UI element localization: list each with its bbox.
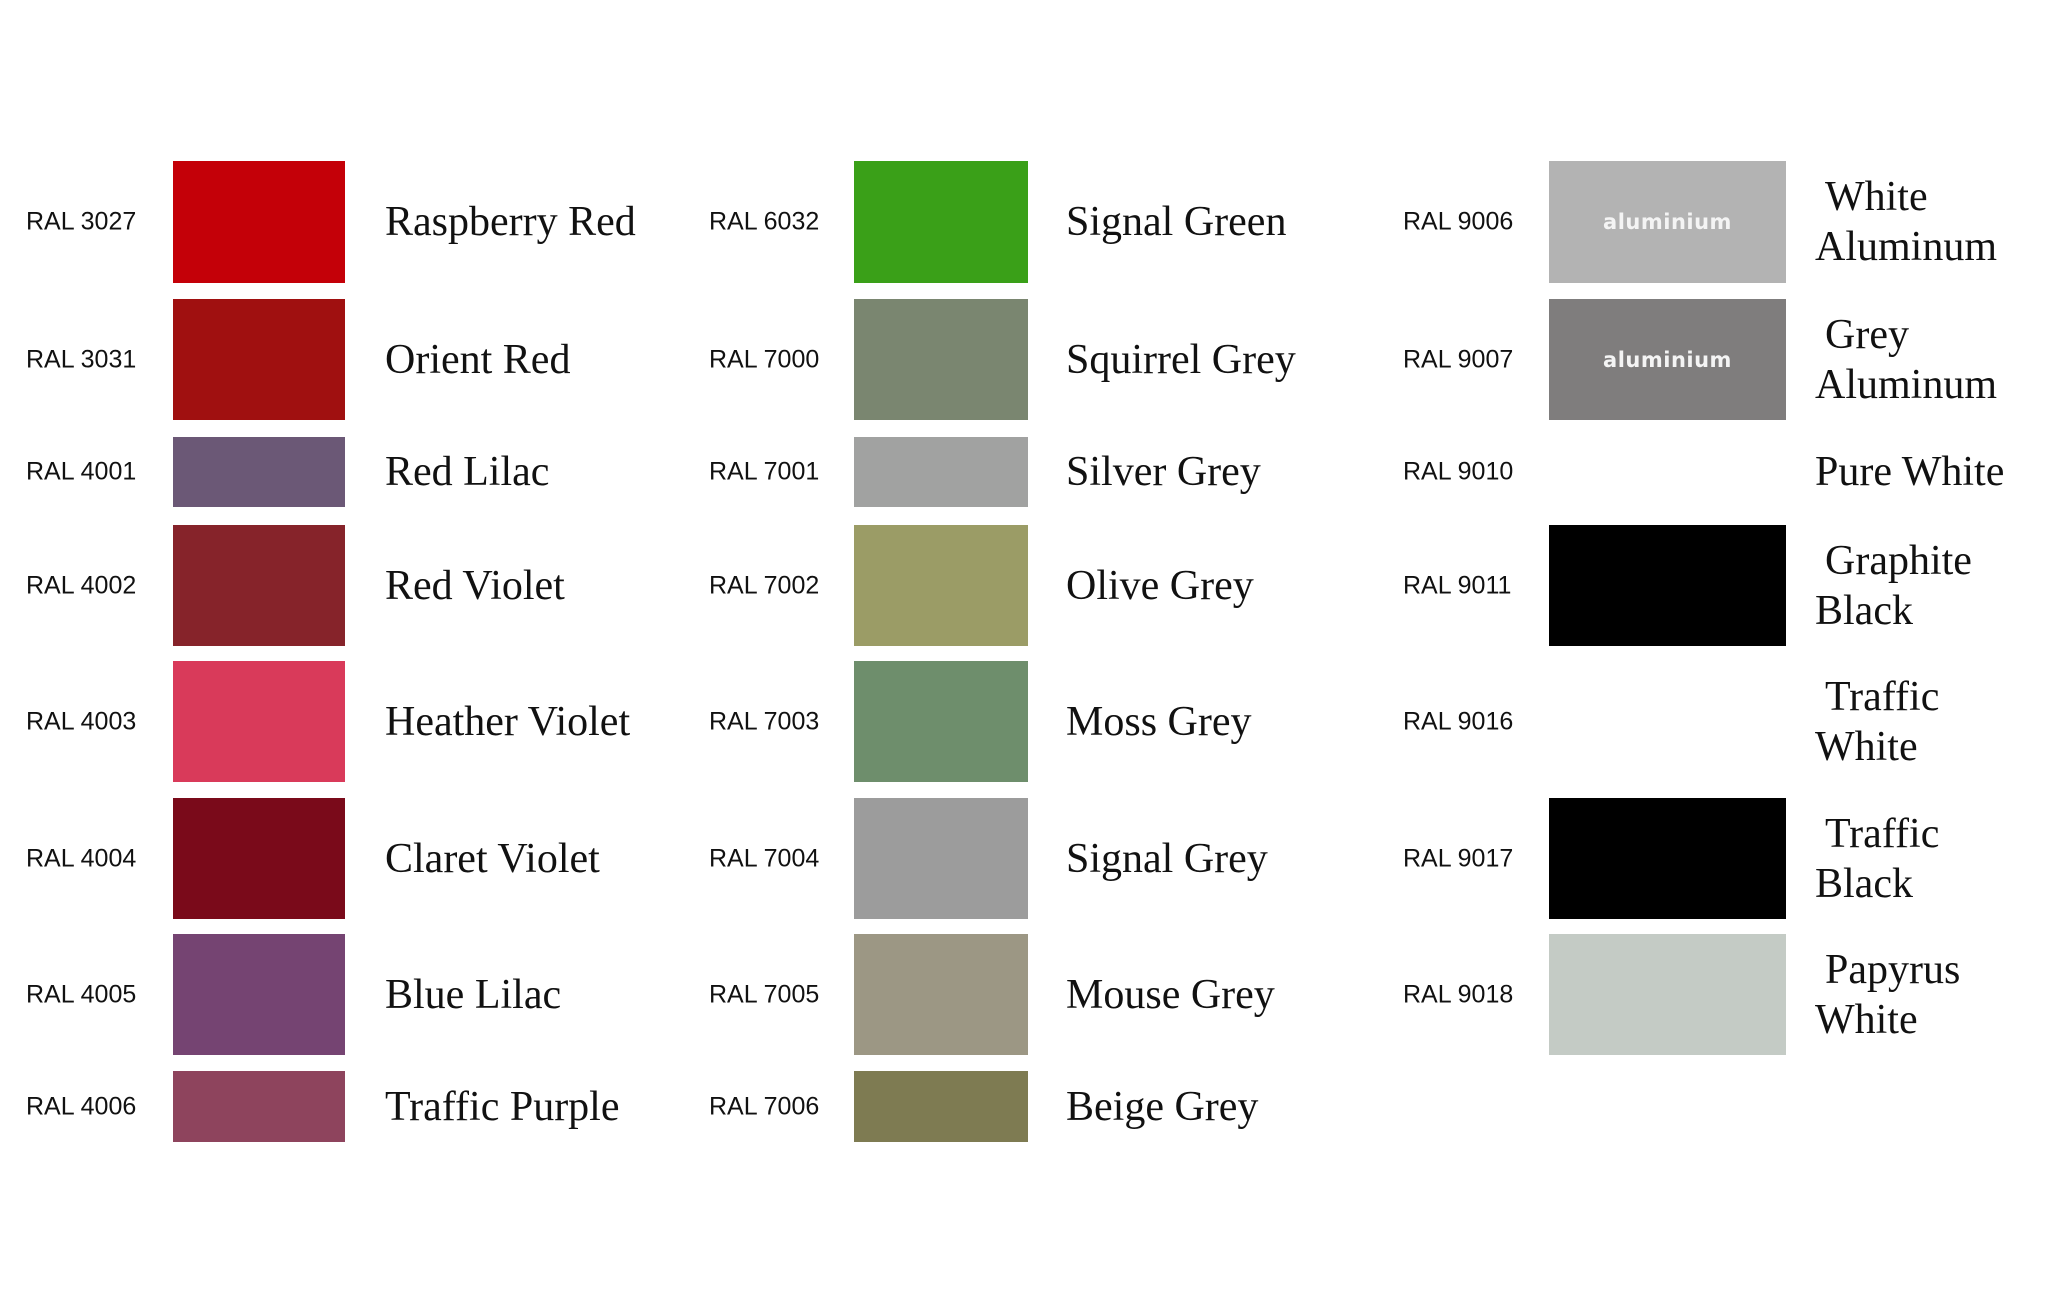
color-name: Raspberry Red <box>385 197 636 247</box>
color-name: Moss Grey <box>1066 697 1252 747</box>
color-name: Blue Lilac <box>385 970 561 1020</box>
color-name: Signal Green <box>1066 197 1286 247</box>
color-swatch <box>854 1071 1028 1142</box>
color-name-line: White <box>1815 723 1918 770</box>
color-name-line: Mouse Grey <box>1066 971 1275 1018</box>
color-name: Grey Aluminum <box>1815 310 1997 410</box>
color-name: Claret Violet <box>385 834 600 884</box>
color-name-line: Aluminum <box>1815 361 1998 408</box>
color-swatch <box>173 798 345 919</box>
color-swatch <box>854 934 1028 1055</box>
color-name-line: Claret Violet <box>385 835 600 882</box>
color-name-line: Black <box>1815 860 1913 907</box>
color-swatch <box>173 934 345 1055</box>
color-name-line: Silver Grey <box>1066 449 1261 495</box>
color-swatch <box>173 1071 345 1142</box>
ral-code: RAL 9011 <box>1403 571 1512 599</box>
color-name: Beige Grey <box>1066 1082 1258 1132</box>
color-name: Pure White <box>1815 447 2004 497</box>
ral-code: RAL 4006 <box>26 1092 137 1120</box>
color-name: Signal Grey <box>1066 834 1268 884</box>
color-name: Traffic White <box>1815 672 1939 772</box>
color-name-line: Aluminum <box>1815 224 1998 270</box>
color-swatch <box>173 525 345 646</box>
color-name-line: Squirrel Grey <box>1066 336 1296 383</box>
ral-code: RAL 7002 <box>709 571 820 599</box>
color-swatch <box>854 437 1028 507</box>
ral-code: RAL 7003 <box>709 707 820 735</box>
color-swatch <box>1549 798 1786 919</box>
color-name: Squirrel Grey <box>1066 335 1296 385</box>
ral-code: RAL 7006 <box>709 1092 820 1120</box>
ral-code: RAL 4002 <box>26 571 137 599</box>
ral-code: RAL 7004 <box>709 844 820 872</box>
color-name: White Aluminum <box>1815 172 1997 272</box>
color-name: Silver Grey <box>1066 447 1261 497</box>
color-swatch <box>173 161 345 283</box>
ral-code: RAL 4003 <box>26 707 137 735</box>
ral-code: RAL 3027 <box>26 207 137 236</box>
color-name-line: Graphite <box>1825 537 1972 584</box>
color-name-line: Blue Lilac <box>385 971 562 1018</box>
color-name-line: Heather Violet <box>385 698 631 745</box>
color-name: Graphite Black <box>1815 536 1972 636</box>
color-name: Heather Violet <box>385 697 630 747</box>
swatch-label: aluminium <box>1603 347 1732 372</box>
ral-code: RAL 3031 <box>26 345 137 373</box>
ral-code: RAL 9017 <box>1403 844 1514 872</box>
color-swatch <box>854 161 1028 283</box>
color-swatch <box>173 299 345 420</box>
color-name-line: Traffic Purple <box>385 1083 620 1130</box>
color-swatch <box>854 661 1028 782</box>
color-swatch <box>854 525 1028 646</box>
ral-code: RAL 4005 <box>26 980 137 1008</box>
color-swatch <box>1549 525 1786 646</box>
ral-code: RAL 4001 <box>26 457 137 486</box>
color-name: Mouse Grey <box>1066 970 1275 1020</box>
color-name-line: Pure White <box>1815 449 2005 495</box>
color-swatch <box>854 299 1028 420</box>
color-name-line: White <box>1815 996 1918 1043</box>
color-name-line: Red Violet <box>385 562 565 609</box>
color-swatch: aluminium <box>1549 161 1786 283</box>
color-name: Traffic Black <box>1815 809 1939 909</box>
ral-code: RAL 6032 <box>709 207 820 236</box>
ral-code: RAL 9018 <box>1403 980 1514 1008</box>
ral-code: RAL 9007 <box>1403 345 1514 373</box>
color-name-line: Traffic <box>1825 673 1940 720</box>
color-swatch <box>1549 934 1786 1055</box>
color-name: Olive Grey <box>1066 561 1254 611</box>
ral-code: RAL 7005 <box>709 980 820 1008</box>
color-name-line: Black <box>1815 587 1913 634</box>
ral-code: RAL 7001 <box>709 457 820 486</box>
color-name-line: Orient Red <box>385 336 571 383</box>
color-name-line: Red Lilac <box>385 449 550 495</box>
ral-code: RAL 9010 <box>1403 457 1514 486</box>
color-name-line: Beige Grey <box>1066 1083 1259 1130</box>
color-name: Red Lilac <box>385 447 549 497</box>
color-name: Orient Red <box>385 335 570 385</box>
swatch-label: aluminium <box>1603 210 1732 234</box>
color-name-line: Traffic <box>1825 810 1940 857</box>
color-name-line: Raspberry Red <box>385 199 636 245</box>
color-swatch: aluminium <box>1549 299 1786 420</box>
color-name-line: Papyrus <box>1825 946 1961 993</box>
color-name-line: Moss Grey <box>1066 698 1252 745</box>
color-swatch <box>173 661 345 782</box>
color-name-line: White <box>1825 174 1928 220</box>
ral-code: RAL 7000 <box>709 345 820 373</box>
color-name: Red Violet <box>385 561 565 611</box>
ral-code: RAL 9016 <box>1403 707 1514 735</box>
color-swatch <box>173 437 345 507</box>
color-name-line: Signal Green <box>1066 199 1287 245</box>
color-swatch <box>854 798 1028 919</box>
ral-code: RAL 9006 <box>1403 207 1514 236</box>
color-name-line: Olive Grey <box>1066 562 1254 609</box>
color-name: Traffic Purple <box>385 1082 620 1132</box>
color-name-line: Signal Grey <box>1066 835 1268 882</box>
color-name: Papyrus White <box>1815 945 1960 1045</box>
color-name-line: Grey <box>1825 311 1909 358</box>
ral-code: RAL 4004 <box>26 844 137 872</box>
